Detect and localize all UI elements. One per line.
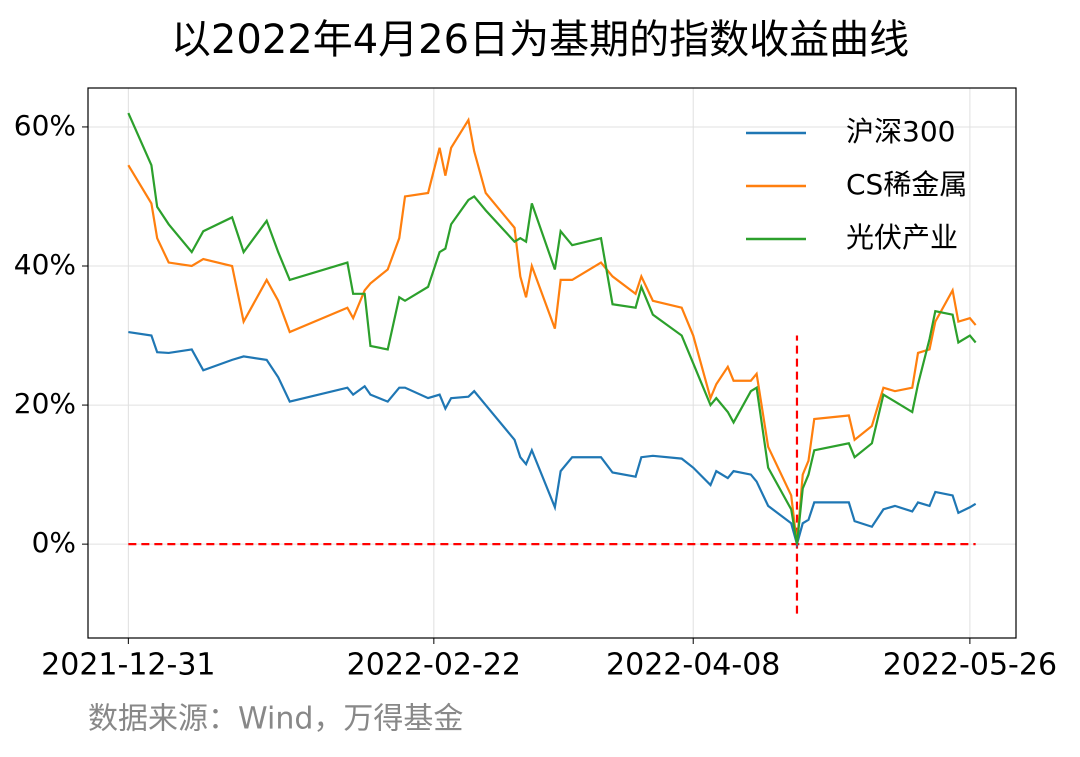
x-tick-label: 2022-05-26 [883, 648, 1057, 683]
series-line [128, 330, 977, 549]
source-note: 数据来源：Wind，万得基金 [88, 702, 463, 737]
x-tick-label: 2022-02-22 [347, 648, 521, 683]
plot-frame [87, 87, 1017, 639]
series-line [127, 112, 977, 545]
x-tick-label: 2022-04-08 [606, 648, 780, 683]
y-tick-label: 60% [14, 109, 76, 142]
chart-title: 以2022年4月26日为基期的指数收益曲线 [171, 17, 909, 63]
series-line [127, 116, 977, 545]
legend-label: CS稀金属 [846, 168, 967, 201]
y-tick-label: 40% [14, 248, 76, 281]
legend-label: 沪深300 [846, 115, 955, 148]
y-tick-label: 0% [32, 526, 76, 559]
legend-label: 光伏产业 [846, 221, 958, 254]
x-tick-label: 2021-12-31 [41, 648, 215, 683]
y-tick-label: 20% [14, 387, 76, 420]
